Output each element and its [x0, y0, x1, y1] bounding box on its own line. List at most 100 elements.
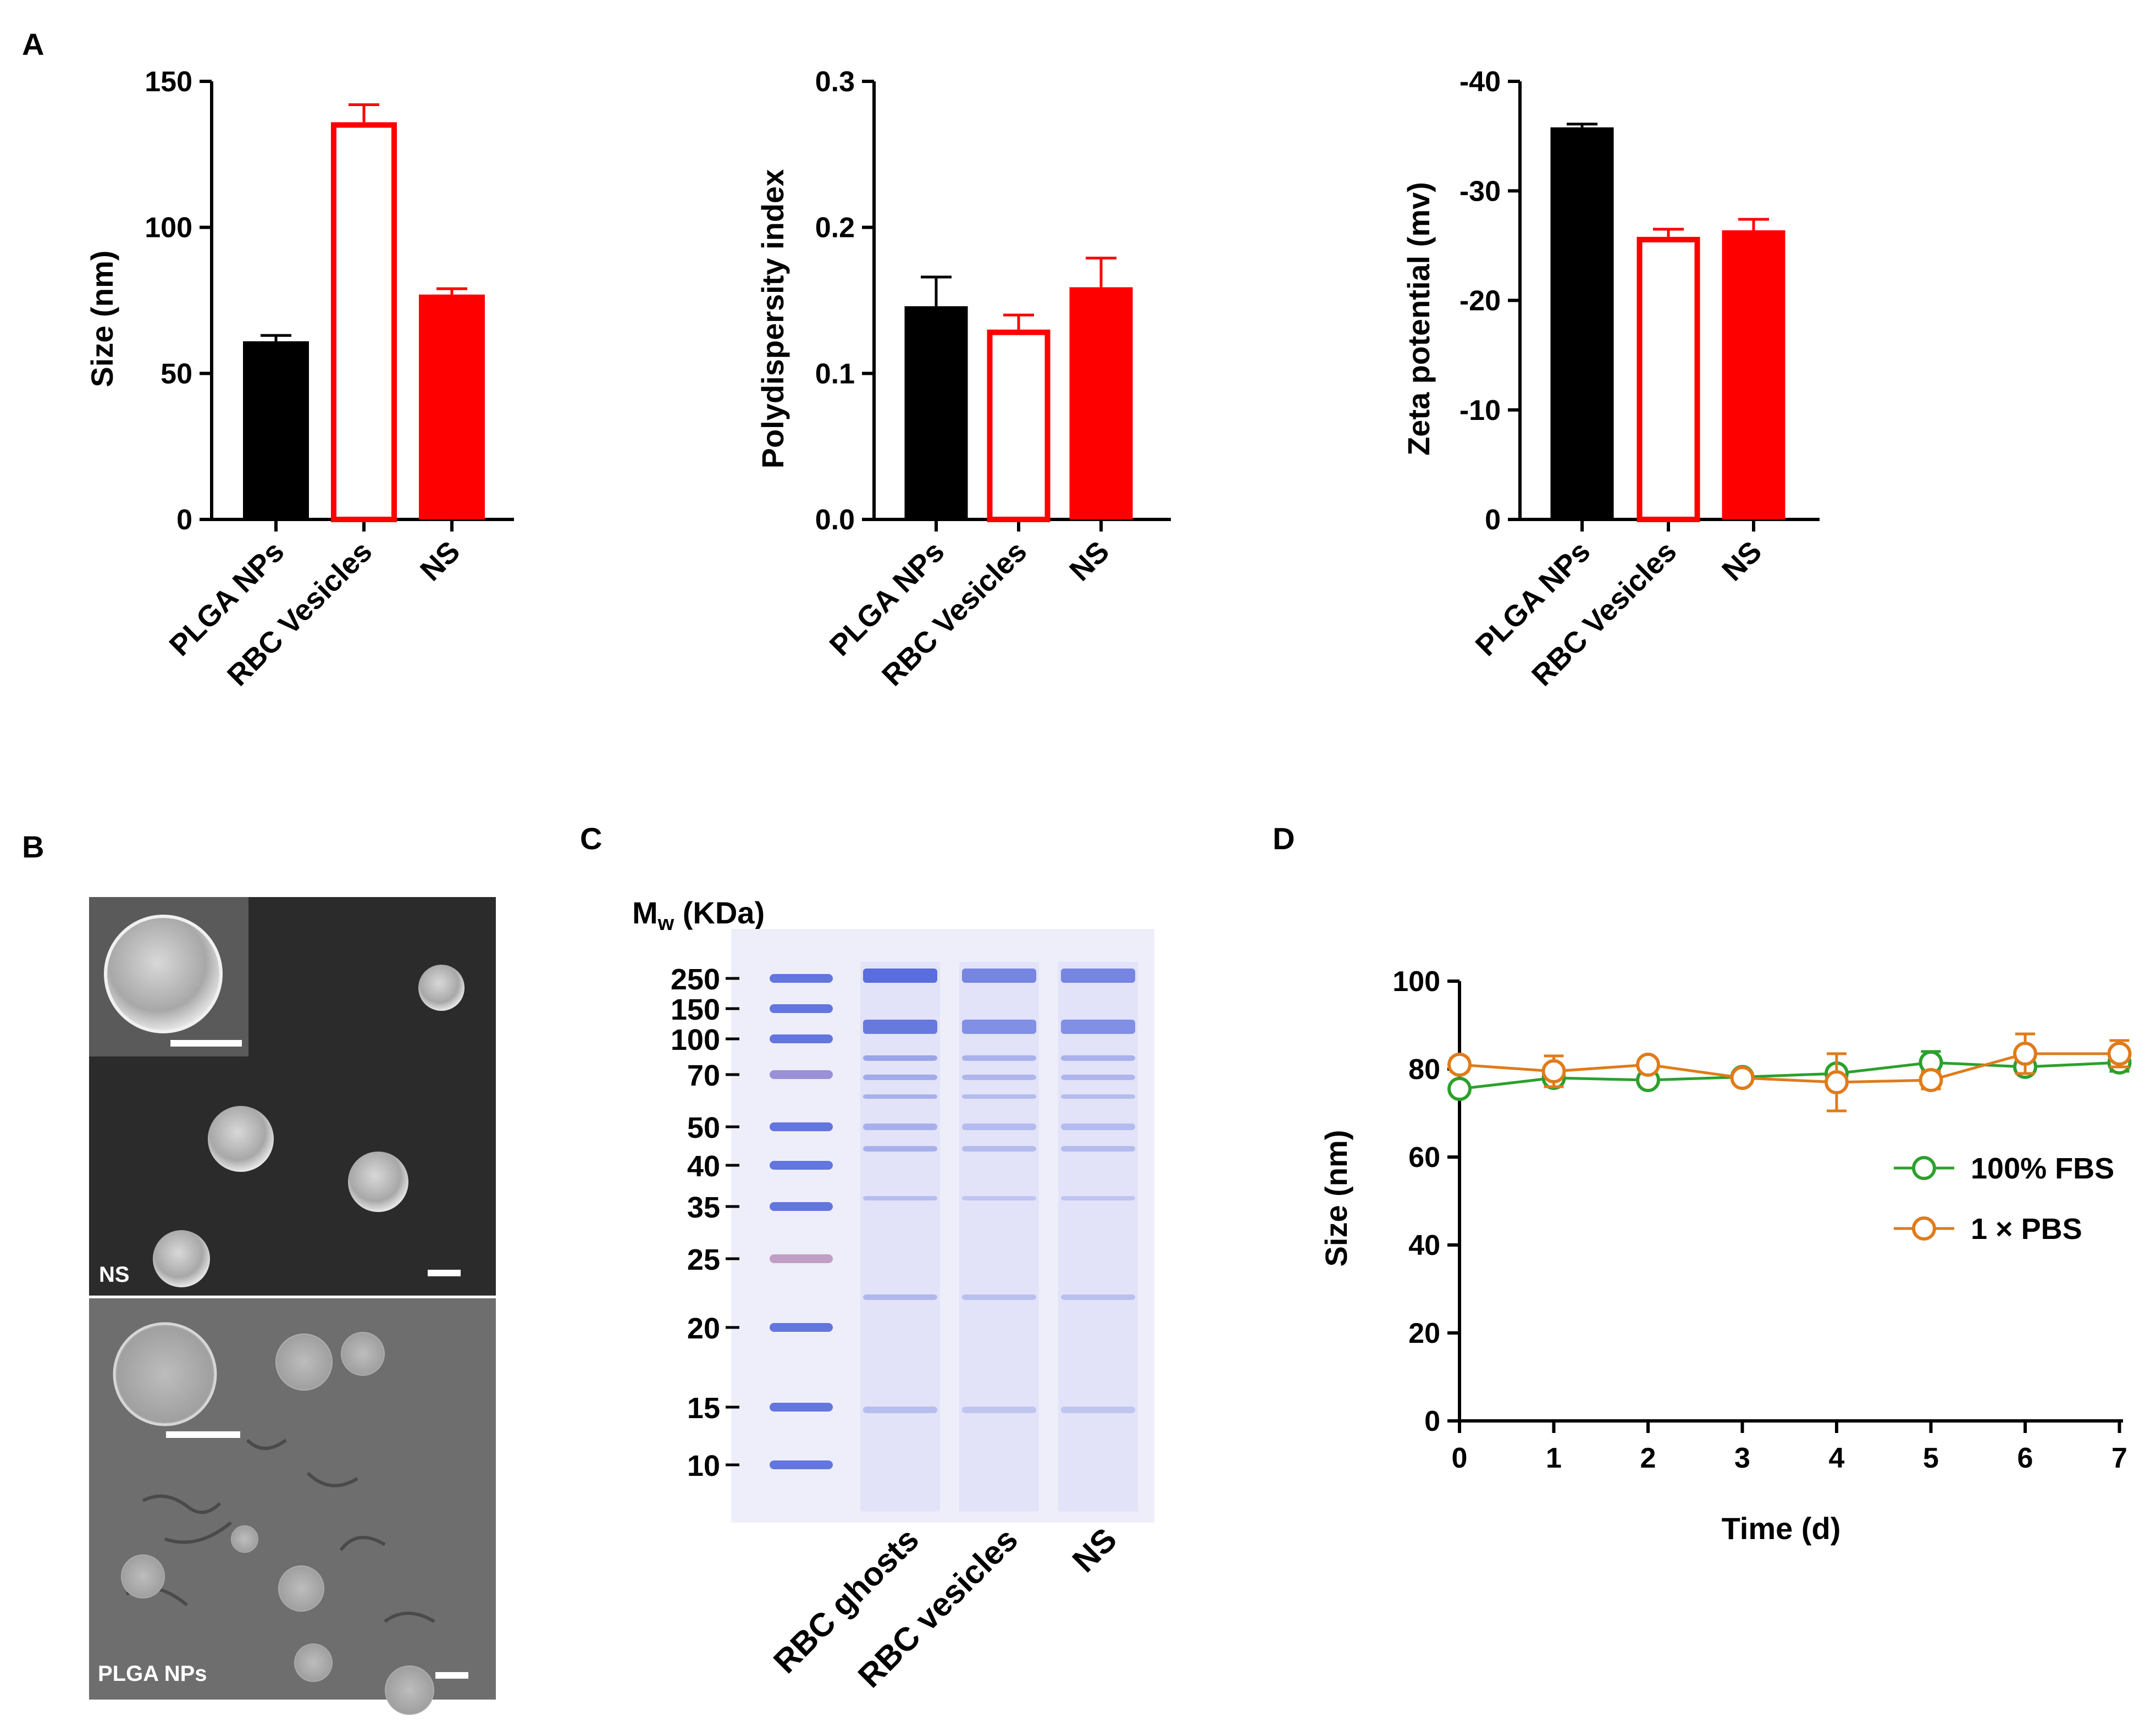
- protein-band: [863, 1146, 937, 1152]
- gel-mw-unit: (KDa): [674, 895, 765, 930]
- x-tick-label: 1: [1546, 1442, 1562, 1474]
- marker-label: 25: [687, 1243, 720, 1276]
- plga-particle: [385, 1665, 434, 1715]
- panel-label-a: A: [22, 27, 44, 62]
- size-axis-label: Size (nm): [85, 251, 119, 388]
- protein-band: [1061, 1196, 1135, 1200]
- ns-particle: [153, 1230, 210, 1287]
- ladder-band: [770, 974, 833, 983]
- protein-band: [1061, 1294, 1135, 1300]
- protein-band: [863, 1075, 937, 1080]
- data-point: [1730, 1066, 1755, 1090]
- inset-scale-bar: [166, 1431, 240, 1438]
- plga-particle: [294, 1643, 333, 1682]
- bar-ns: [419, 294, 485, 519]
- bar-ns: [1069, 287, 1133, 519]
- plga-particle: [121, 1554, 165, 1598]
- series-line: [1459, 1052, 2120, 1084]
- lane-smear: [860, 962, 940, 1512]
- data-point: [1919, 1068, 1943, 1092]
- protein-band: [863, 1196, 937, 1200]
- zeta-axis-label: Zeta potential (mv): [1401, 182, 1436, 456]
- x-tick-label: 6: [2017, 1442, 2033, 1474]
- protein-band: [962, 1075, 1036, 1080]
- plga-particle: [231, 1525, 258, 1553]
- protein-band: [863, 969, 937, 983]
- protein-band: [1061, 1094, 1135, 1099]
- bar-ns: [1722, 230, 1785, 520]
- protein-band: [1061, 969, 1135, 983]
- protein-band: [962, 1146, 1036, 1152]
- y-tick-label: 0.0: [815, 504, 855, 536]
- ladder-band: [770, 1122, 833, 1131]
- data-point: [2013, 1042, 2037, 1066]
- ladder-band: [770, 1034, 833, 1043]
- ladder-band: [770, 1323, 833, 1332]
- protein-band: [962, 969, 1036, 983]
- ladder-band: [770, 1202, 833, 1211]
- inset-scale-bar: [170, 1040, 242, 1047]
- ladder-band: [770, 1460, 833, 1469]
- marker-label: 100: [671, 1023, 720, 1056]
- protein-band: [863, 1020, 937, 1034]
- y-tick-label: 150: [145, 66, 192, 98]
- lane-smear: [959, 962, 1039, 1512]
- legend-label: 1 × PBS: [1971, 1213, 2082, 1246]
- plga-particle: [278, 1565, 324, 1612]
- y-tick-label: 0: [1485, 504, 1501, 536]
- ladder-band: [770, 1070, 833, 1079]
- data-point: [1447, 1053, 1472, 1077]
- y-tick-label: 100: [1392, 966, 1440, 998]
- marker-label: 40: [687, 1150, 720, 1183]
- x-tick-label: 5: [1923, 1442, 1939, 1474]
- y-tick-label: 0.3: [815, 66, 855, 98]
- gel-mw-header: Mw (KDa): [632, 895, 765, 935]
- tem-ns-label: NS: [99, 1263, 130, 1287]
- plga-particle: [275, 1333, 333, 1391]
- protein-band: [1061, 1020, 1135, 1034]
- protein-band: [863, 1094, 937, 1099]
- ns-particle: [348, 1152, 408, 1212]
- y-tick-label: -40: [1460, 66, 1501, 98]
- y-tick-label: 0: [1424, 1405, 1440, 1437]
- panel-label-b: B: [22, 829, 44, 864]
- protein-band: [962, 1055, 1036, 1061]
- x-tick-label: 2: [1640, 1442, 1656, 1474]
- pdi-axis-label: Polydispersity index: [755, 169, 790, 469]
- y-tick-label: -20: [1460, 285, 1501, 317]
- panel-label-d: D: [1273, 821, 1295, 856]
- bar-rbc-vesicles: [987, 329, 1051, 523]
- y-tick-label: 0.1: [815, 358, 855, 390]
- protein-band: [1061, 1124, 1135, 1130]
- protein-band: [863, 1407, 937, 1413]
- data-point: [1541, 1059, 1566, 1083]
- ladder-band: [770, 1403, 833, 1412]
- protein-band: [1061, 1055, 1135, 1061]
- tem-images: NS PLGA NPs: [89, 897, 496, 1715]
- legend-marker: [1912, 1216, 1936, 1241]
- legend-marker: [1912, 1156, 1936, 1180]
- y-tick-label: 40: [1408, 1230, 1440, 1261]
- marker-label: 250: [671, 963, 720, 996]
- protein-band: [962, 1094, 1036, 1099]
- ns-particle-inset: [104, 915, 223, 1033]
- y-tick-label: 50: [161, 358, 192, 390]
- ns-particle: [208, 1106, 274, 1172]
- stability-axis-label: Size (nm): [1319, 1130, 1353, 1267]
- y-tick-label: 0: [176, 504, 192, 536]
- data-point: [1825, 1070, 1849, 1094]
- panel-label-c: C: [580, 821, 602, 856]
- lane-smear: [1058, 962, 1138, 1512]
- ladder-band: [770, 1004, 833, 1013]
- y-tick-label: 0.2: [815, 212, 855, 244]
- protein-band: [863, 1124, 937, 1130]
- gel-mw-symbol: M: [632, 895, 658, 930]
- ladder-band: [770, 1254, 833, 1263]
- bar-plga-nps: [243, 341, 309, 519]
- tem-plga-label: PLGA NPs: [98, 1662, 207, 1686]
- marker-label: 35: [687, 1191, 720, 1224]
- ladder-band: [770, 1161, 833, 1170]
- marker-label: 150: [671, 993, 720, 1026]
